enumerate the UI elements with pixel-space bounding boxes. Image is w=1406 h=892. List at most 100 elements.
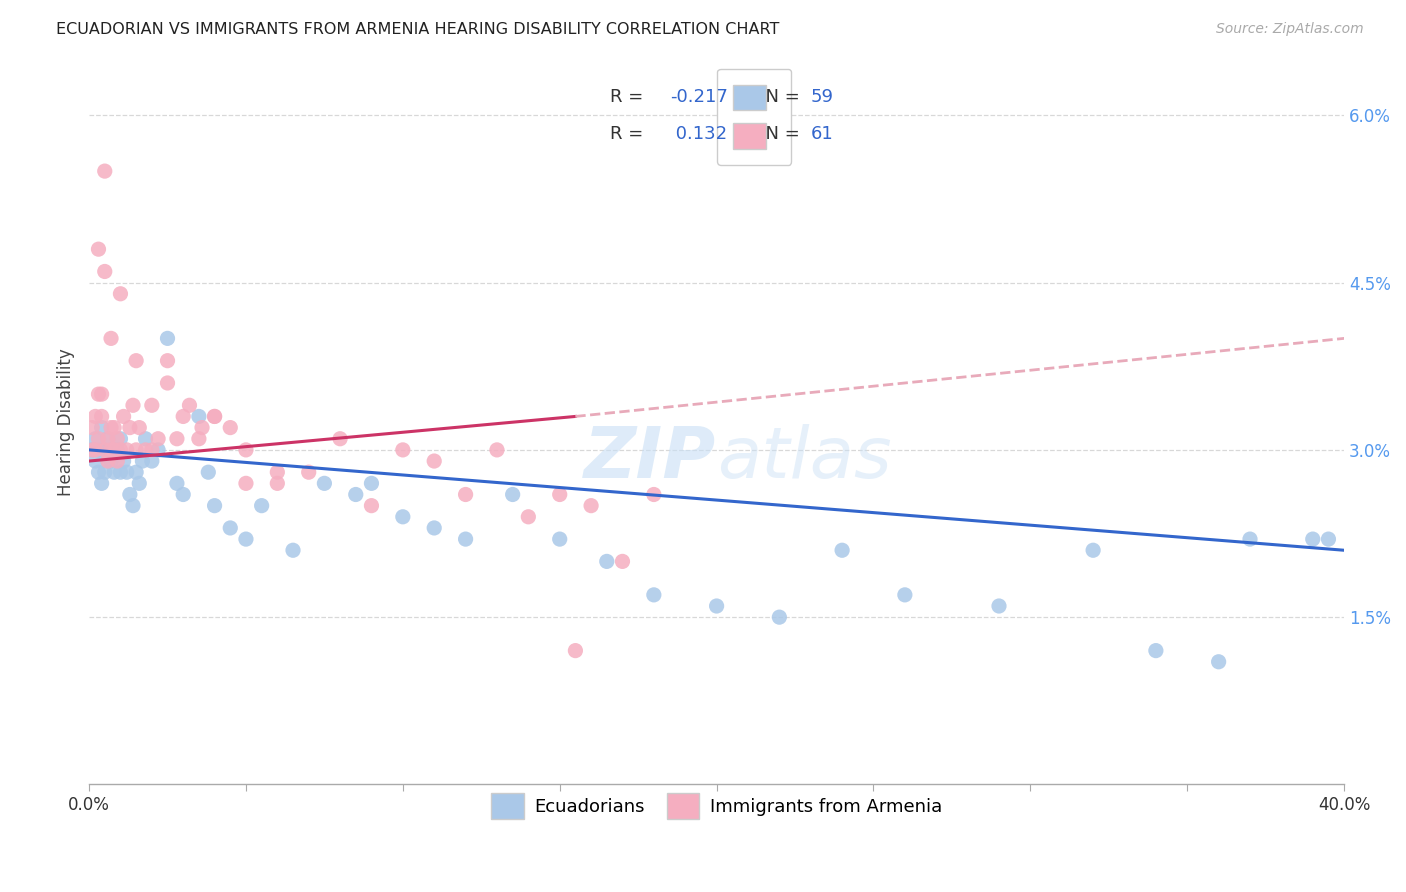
Point — [103, 420, 125, 434]
Point — [118, 487, 141, 501]
Point — [97, 432, 120, 446]
Point — [596, 554, 619, 568]
Text: R =: R = — [610, 88, 650, 106]
Point — [97, 432, 120, 446]
Point — [84, 454, 107, 468]
Point — [110, 465, 132, 479]
Point — [235, 476, 257, 491]
Point — [100, 331, 122, 345]
Point — [110, 432, 132, 446]
Point — [87, 242, 110, 256]
Point — [197, 465, 219, 479]
Point — [115, 442, 138, 457]
Point — [141, 398, 163, 412]
Point — [105, 442, 128, 457]
Text: 0.132: 0.132 — [671, 125, 727, 143]
Point — [100, 454, 122, 468]
Point — [485, 442, 508, 457]
Point — [894, 588, 917, 602]
Point — [360, 499, 382, 513]
Point — [298, 465, 321, 479]
Point — [988, 599, 1011, 613]
Point — [166, 432, 188, 446]
Point — [100, 442, 122, 457]
Text: 61: 61 — [811, 125, 834, 143]
Point — [97, 454, 120, 468]
Point — [250, 499, 273, 513]
Point — [115, 465, 138, 479]
Point — [103, 442, 125, 457]
Point — [423, 454, 446, 468]
Point — [706, 599, 728, 613]
Point — [191, 420, 214, 434]
Point — [94, 465, 117, 479]
Point — [103, 465, 125, 479]
Point — [502, 487, 524, 501]
Point — [392, 509, 415, 524]
Point — [94, 442, 117, 457]
Point — [84, 409, 107, 424]
Point — [87, 387, 110, 401]
Point — [128, 420, 150, 434]
Point — [82, 442, 104, 457]
Point — [179, 398, 201, 412]
Point — [1144, 643, 1167, 657]
Point — [82, 420, 104, 434]
Point — [204, 409, 226, 424]
Point — [360, 476, 382, 491]
Point — [94, 264, 117, 278]
Point — [94, 164, 117, 178]
Point — [87, 432, 110, 446]
Point — [172, 487, 194, 501]
Point — [266, 465, 288, 479]
Point — [314, 476, 336, 491]
Point — [219, 521, 242, 535]
Point — [82, 442, 104, 457]
Point — [146, 442, 169, 457]
Point — [97, 454, 120, 468]
Text: N =: N = — [754, 88, 806, 106]
Point — [87, 465, 110, 479]
Point — [90, 387, 112, 401]
Point — [112, 454, 135, 468]
Point — [423, 521, 446, 535]
Point — [454, 532, 477, 546]
Point — [1208, 655, 1230, 669]
Point — [172, 409, 194, 424]
Point — [135, 442, 157, 457]
Point — [643, 487, 665, 501]
Text: 59: 59 — [811, 88, 834, 106]
Point — [768, 610, 790, 624]
Text: ECUADORIAN VS IMMIGRANTS FROM ARMENIA HEARING DISABILITY CORRELATION CHART: ECUADORIAN VS IMMIGRANTS FROM ARMENIA HE… — [56, 22, 779, 37]
Point — [235, 442, 257, 457]
Point — [1239, 532, 1261, 546]
Point — [131, 454, 153, 468]
Point — [125, 465, 148, 479]
Point — [454, 487, 477, 501]
Point — [329, 432, 352, 446]
Point — [105, 454, 128, 468]
Text: -0.217: -0.217 — [671, 88, 728, 106]
Point — [266, 476, 288, 491]
Point — [187, 409, 209, 424]
Point — [156, 353, 179, 368]
Point — [105, 432, 128, 446]
Point — [235, 532, 257, 546]
Point — [90, 409, 112, 424]
Point — [187, 432, 209, 446]
Y-axis label: Hearing Disability: Hearing Disability — [58, 348, 75, 496]
Point — [548, 532, 571, 546]
Point — [84, 432, 107, 446]
Point — [643, 588, 665, 602]
Point — [1302, 532, 1324, 546]
Point — [90, 476, 112, 491]
Point — [125, 353, 148, 368]
Point — [579, 499, 602, 513]
Point — [112, 409, 135, 424]
Text: N =: N = — [754, 125, 806, 143]
Point — [548, 487, 571, 501]
Point — [156, 376, 179, 390]
Point — [125, 442, 148, 457]
Point — [122, 398, 145, 412]
Point — [100, 420, 122, 434]
